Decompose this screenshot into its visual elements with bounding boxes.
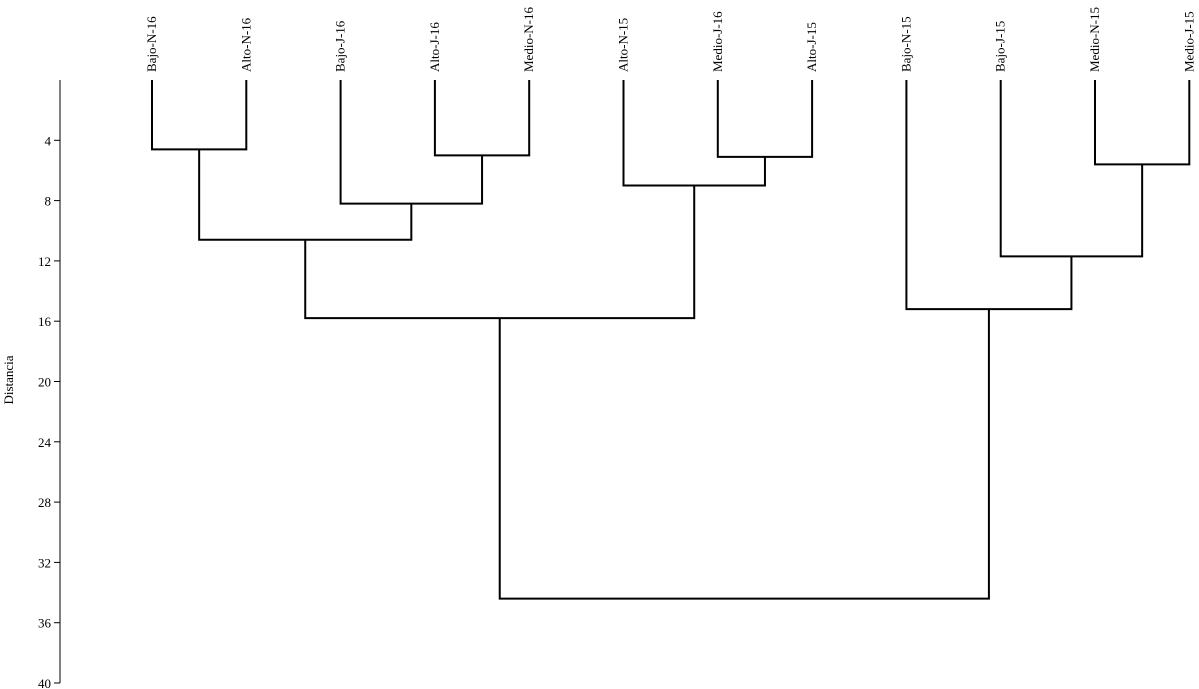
dendrogram-link — [151, 80, 248, 151]
leaf-label: Alto-J-16 — [427, 22, 442, 72]
leaf-label: Alto-N-16 — [238, 17, 253, 72]
dendrogram-link — [304, 185, 696, 320]
leaf-label: Medio-N-16 — [521, 7, 536, 72]
dendrogram-link — [498, 309, 990, 600]
leaf-labels: Bajo-N-16 Alto-N-16 Bajo-J-16 Alto-J-16 Medi… — [144, 7, 1196, 72]
dendrogram-link — [905, 80, 1073, 311]
y-tick-label: 32 — [38, 555, 51, 570]
y-tick-label: 24 — [38, 435, 52, 450]
dendrogram-link — [1094, 80, 1191, 166]
leaf-label: Alto-J-15 — [804, 22, 819, 72]
y-tick-label: 12 — [38, 254, 51, 269]
dendrogram-link — [716, 80, 814, 158]
dendrogram-links — [151, 80, 1191, 600]
dendrogram-link — [339, 80, 484, 205]
dendrogram-link — [433, 80, 531, 157]
y-tick-label: 40 — [38, 676, 51, 689]
leaf-label: Bajo-N-15 — [898, 16, 913, 72]
dendrogram-link — [999, 80, 1144, 258]
y-tick-label: 8 — [45, 194, 52, 209]
leaf-label: Medio-J-16 — [710, 11, 725, 72]
y-tick-label: 4 — [45, 133, 52, 148]
dendrogram-link — [198, 149, 413, 241]
leaf-label: Alto-N-15 — [616, 18, 631, 72]
y-tick-label: 36 — [38, 616, 52, 631]
leaf-label: Medio-N-15 — [1087, 7, 1102, 72]
leaf-label: Medio-J-15 — [1181, 11, 1196, 72]
leaf-label: Bajo-J-15 — [993, 21, 1008, 72]
leaf-label: Bajo-N-16 — [144, 16, 159, 72]
leaf-label: Bajo-J-16 — [333, 20, 348, 72]
y-axis-ticks: 4 8 12 16 20 24 28 32 36 40 — [38, 133, 60, 689]
y-axis-title: Distancia — [1, 355, 16, 404]
y-tick-label: 16 — [38, 314, 52, 329]
y-tick-label: 20 — [38, 375, 51, 390]
dendrogram-link — [622, 80, 766, 187]
y-tick-label: 28 — [38, 495, 51, 510]
